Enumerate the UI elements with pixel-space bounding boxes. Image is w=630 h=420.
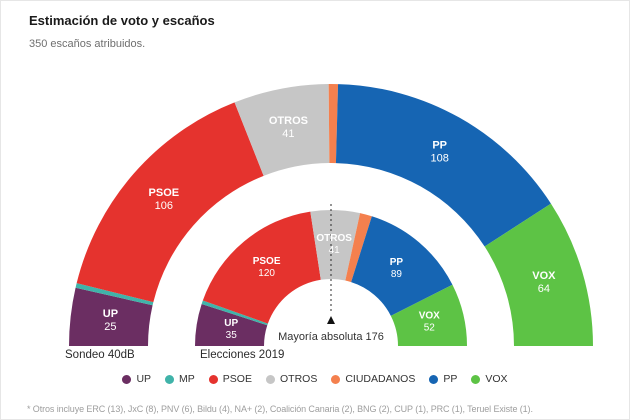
legend-swatch-icon (471, 374, 481, 384)
label-up-outer: UP 25 (103, 308, 118, 333)
label-otros-inner: OTROS 41 (316, 233, 352, 256)
legend-item-mp: MP (165, 373, 195, 385)
label-pp-outer: PP 108 (431, 139, 449, 164)
label-pp-inner: PP 89 (390, 257, 404, 280)
majority-marker-icon (327, 316, 335, 324)
legend-item-up: UP (122, 373, 151, 385)
legend-swatch-icon (331, 374, 341, 384)
ring-label-elecciones: Elecciones 2019 (200, 349, 285, 361)
legend-swatch-icon (265, 374, 275, 384)
segment-mp-outer (75, 283, 154, 306)
legend-item-psoe: PSOE (208, 373, 252, 385)
segment-up-outer (69, 287, 153, 346)
legend-label: UP (136, 373, 152, 385)
segment-vox-outer (484, 203, 593, 346)
legend-swatch-icon (429, 374, 439, 384)
label-up-inner: UP 35 (224, 318, 238, 341)
hemicycle-chart: Mayoría absoluta 176 UP 25 PSOE 106 OTROS 41 PP… (69, 83, 593, 346)
legend-label: OTROS (279, 373, 318, 385)
segment-mp-inner (201, 300, 268, 326)
ring-label-sondeo: Sondeo 40dB (65, 349, 135, 361)
segment-up-inner (195, 303, 268, 346)
label-psoe-inner: PSOE 120 (253, 256, 281, 279)
segment-psoe-inner (202, 211, 321, 324)
segment-ciudadanos-outer (328, 83, 339, 164)
legend-item-otros: OTROS (265, 373, 318, 385)
legend-label: PSOE (222, 373, 252, 385)
legend-swatch-icon (122, 374, 132, 384)
legend-label: VOX (485, 373, 508, 385)
footnote: * Otros incluye ERC (13), JxC (8), PNV (… (27, 404, 533, 414)
segment-psoe-outer (76, 102, 264, 303)
legend-item-vox: VOX (471, 373, 508, 385)
label-vox-inner: VOX 52 (419, 311, 440, 334)
legend-label: PP (443, 373, 458, 385)
legend-item-pp: PP (429, 373, 457, 385)
legend-item-ciudadanos: CIUDADANOS (331, 373, 415, 385)
label-vox-outer: VOX 64 (532, 270, 556, 295)
majority-label: Mayoría absoluta 176 (278, 331, 384, 343)
segment-otros-outer (234, 84, 330, 176)
legend: UP MP PSOE OTROS CIUDADANOS PP VOX (1, 373, 629, 385)
segment-pp-outer (335, 84, 551, 247)
segment-vox-inner (390, 284, 467, 346)
label-psoe-outer: PSOE 106 (149, 187, 180, 212)
chart-title: Estimación de voto y escaños (29, 13, 215, 28)
legend-swatch-icon (165, 374, 175, 384)
segment-otros-inner (310, 209, 361, 281)
chart-subtitle: 350 escaños atribuidos. (29, 38, 146, 50)
legend-swatch-icon (208, 374, 218, 384)
legend-label: MP (179, 373, 195, 385)
label-otros-outer: OTROS 41 (269, 115, 308, 140)
segment-pp-inner (351, 216, 453, 316)
segment-ciudadanos-inner (345, 213, 372, 283)
legend-label: CIUDADANOS (345, 373, 416, 385)
